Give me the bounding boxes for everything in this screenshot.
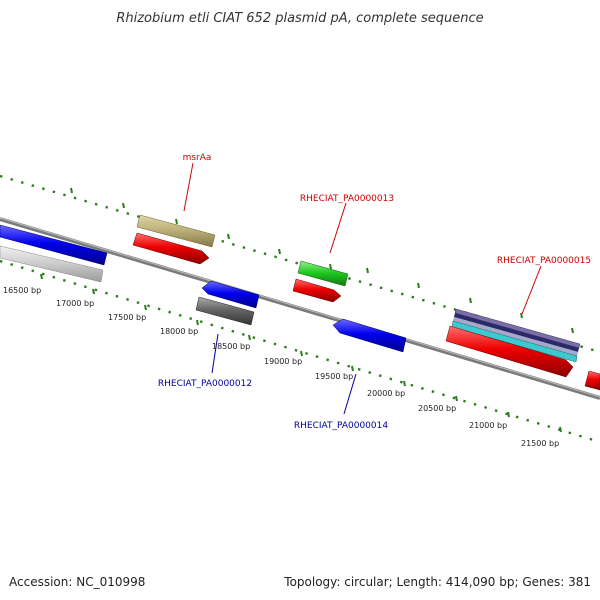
scale-label: 18000 bp (160, 327, 198, 336)
gene-feature[interactable] (453, 317, 578, 356)
scale-label: 17500 bp (108, 313, 146, 322)
gene-feature-msrAa[interactable] (136, 214, 216, 248)
scale-label: 20000 bp (367, 389, 405, 398)
gene-label-msrAa[interactable]: msrAa (183, 153, 212, 163)
scale-labels: 16500 bp 17000 bp 17500 bp 18000 bp 1850… (3, 286, 559, 448)
scale-label: 18500 bp (212, 342, 250, 351)
sequence-backbone-highlight (0, 217, 600, 398)
sequence-summary-text: Topology: circular; Length: 414,090 bp; … (283, 575, 591, 589)
gene-feature[interactable] (454, 313, 579, 352)
gene-feature[interactable] (445, 325, 574, 378)
scale-label: 16500 bp (3, 286, 41, 295)
sequence-backbone (0, 217, 600, 400)
gene-feature[interactable] (292, 278, 342, 303)
scale-label: 21500 bp (521, 439, 559, 448)
scale-label: 19500 bp (315, 372, 353, 381)
scale-label: 19000 bp (264, 357, 302, 366)
scale-label: 17000 bp (56, 299, 94, 308)
label-leader (211, 333, 219, 374)
map-title: Rhizobium etli CIAT 652 plasmid pA, comp… (116, 11, 483, 26)
gene-label-pa0000012[interactable]: RHECIAT_PA0000012 (158, 379, 252, 389)
gene-feature[interactable] (584, 370, 600, 391)
gene-feature-pa0000013[interactable] (297, 260, 349, 287)
gene-feature[interactable] (0, 224, 108, 266)
gene-label-pa0000015[interactable]: RHECIAT_PA0000015 (497, 256, 591, 266)
gene-feature[interactable] (132, 232, 210, 265)
gene-feature[interactable] (451, 320, 578, 363)
gene-label-pa0000014[interactable]: RHECIAT_PA0000014 (294, 421, 388, 431)
label-leader (183, 162, 194, 212)
gene-feature[interactable] (201, 280, 260, 309)
accession-text: Accession: NC_010998 (9, 575, 145, 589)
inner-major-ticks (40, 273, 562, 433)
scale-label: 20500 bp (418, 404, 456, 413)
gene-label-pa0000013[interactable]: RHECIAT_PA0000013 (300, 194, 394, 204)
label-leader (343, 373, 357, 415)
label-leader (329, 202, 347, 254)
outer-major-ticks (70, 187, 574, 334)
label-leader (521, 265, 542, 315)
gene-feature[interactable] (0, 245, 104, 283)
gene-feature-pa0000014[interactable] (332, 318, 407, 353)
gene-feature-pa0000012[interactable] (195, 296, 255, 326)
scale-label: 21000 bp (469, 421, 507, 430)
